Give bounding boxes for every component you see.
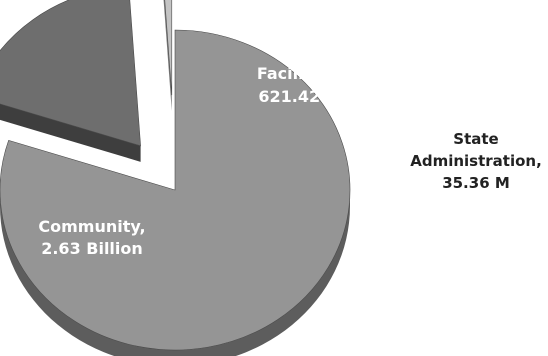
slice-label-line: State [276, 41, 325, 60]
slice-label-line: State [453, 130, 498, 148]
pie-slice-state-facilities [0, 0, 141, 147]
pie-slice-state-administration [164, 0, 173, 96]
pie-wall-state-facilities [0, 103, 141, 162]
pie-wall-state-administration [163, 0, 172, 112]
slice-label-line: Community, [38, 217, 145, 236]
pie-tops [0, 0, 351, 351]
pie-slice-community [0, 29, 351, 351]
slice-label-line: 621.42 M [258, 87, 341, 106]
slice-label-line: Administration, [410, 152, 542, 170]
slice-label-line: Facilities, [257, 64, 343, 83]
slice-label-line: 35.36 M [442, 174, 510, 192]
slice-label-community: Community, 2.63 Billion [38, 217, 145, 258]
slice-label-state-facilities: State Facilities, 621.42 M [257, 41, 343, 106]
slice-label-line: 2.63 Billion [41, 239, 143, 258]
slice-label-state-administration: State Administration, 35.36 M [410, 130, 542, 192]
